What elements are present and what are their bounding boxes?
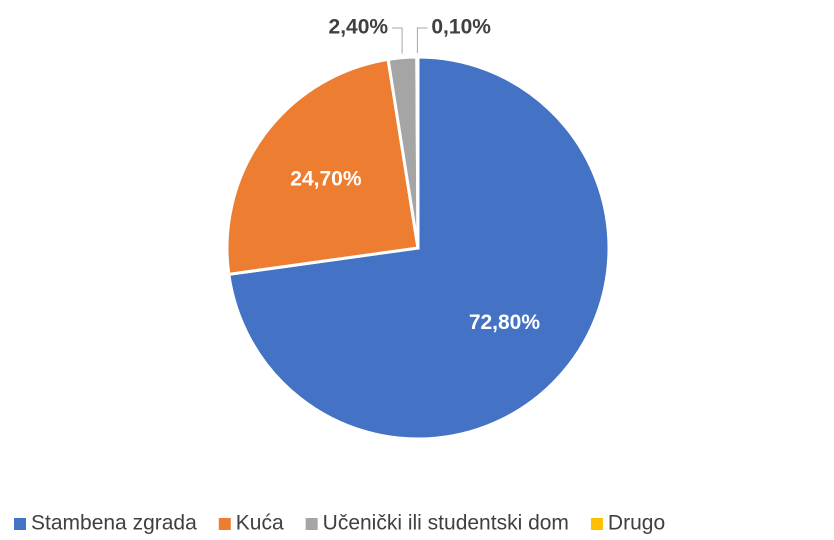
legend-label: Kuća: [236, 512, 284, 535]
legend-label: Učenički ili studentski dom: [323, 512, 569, 535]
legend-swatch: [305, 518, 318, 530]
data-label: 2,40%: [329, 16, 389, 39]
data-label: 72,80%: [469, 311, 541, 334]
legend-swatch: [14, 518, 26, 530]
legend-label: Drugo: [608, 512, 665, 535]
data-label: 0,10%: [431, 16, 491, 39]
data-label: 24,70%: [290, 167, 362, 190]
pie-slice: [225, 57, 420, 277]
legend-label: Stambena zgrada: [31, 512, 197, 535]
legend-swatch: [218, 518, 231, 530]
legend-swatch: [590, 518, 603, 530]
leader-line: [392, 27, 403, 54]
pie-slice: [415, 55, 420, 249]
leader-line: [416, 27, 428, 54]
